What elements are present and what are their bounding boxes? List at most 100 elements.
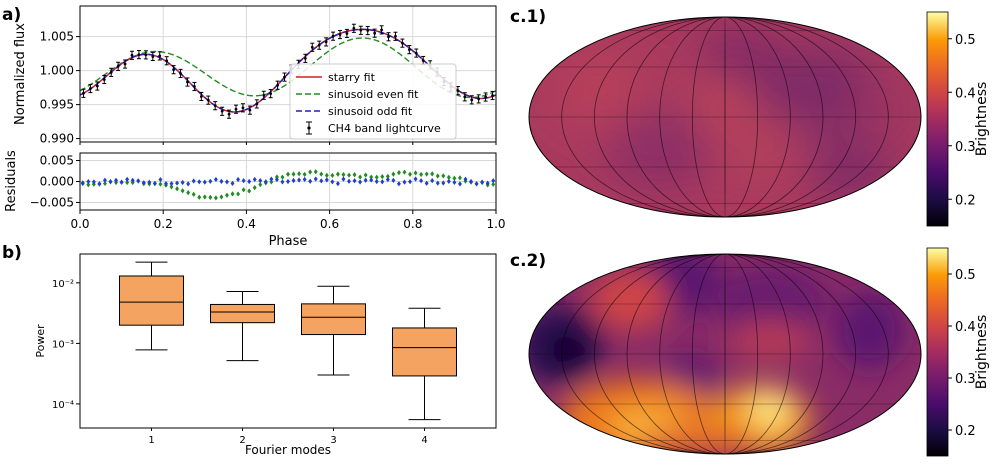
map2-cbtick-label-0: 0.5 bbox=[955, 268, 976, 283]
map2-graticule bbox=[529, 254, 921, 454]
map1-meridian-5 bbox=[691, 17, 759, 217]
data-point-10 bbox=[151, 55, 155, 58]
legend-label-sinusoid-even: sinusoid even fit bbox=[328, 88, 419, 101]
residual-even-22 bbox=[202, 194, 207, 200]
map2-meridian-2 bbox=[593, 254, 857, 454]
data-point-59 bbox=[491, 94, 494, 97]
data-point-19 bbox=[213, 104, 217, 108]
residuals-xtick-label-2: 0.4 bbox=[237, 217, 256, 231]
residual-even-74 bbox=[491, 181, 496, 187]
data-point-47 bbox=[407, 48, 411, 52]
map2-meridian-10 bbox=[593, 254, 857, 454]
residual-odd-36 bbox=[280, 179, 285, 185]
data-point-58 bbox=[484, 95, 487, 99]
residual-odd-71 bbox=[474, 181, 479, 187]
legend-label-sinusoid-odd: sinusoid odd fit bbox=[328, 105, 413, 118]
residual-odd-15 bbox=[164, 180, 168, 187]
lightcurve-panel: 0.990 0.995 1.000 1.005 Normalized flux sta… bbox=[13, 5, 497, 146]
map1-meridian-1 bbox=[561, 17, 889, 217]
data-point-33 bbox=[310, 45, 314, 49]
box-mode-3 bbox=[301, 303, 366, 336]
data-point-12 bbox=[165, 59, 169, 63]
residual-odd-74 bbox=[491, 178, 496, 184]
data-point-44 bbox=[387, 35, 390, 39]
residual-even-66 bbox=[446, 174, 451, 180]
data-point-34 bbox=[317, 43, 321, 47]
residual-odd-28 bbox=[236, 176, 241, 183]
residual-odd-59 bbox=[408, 179, 412, 185]
residual-even-40 bbox=[302, 171, 307, 178]
residual-odd-23 bbox=[208, 178, 213, 184]
residual-even-43 bbox=[319, 171, 324, 177]
residual-odd-5 bbox=[108, 179, 113, 185]
residual-odd-14 bbox=[158, 176, 163, 183]
residuals-ytick-label-1: 0.000 bbox=[40, 175, 74, 189]
residuals-x-ticks: 0.0 0.2 0.4 0.6 0.8 1.0 bbox=[70, 210, 506, 231]
map1: 0.5 0.4 0.3 0.2 Brightness bbox=[528, 11, 990, 227]
residual-even-47 bbox=[341, 172, 346, 178]
residual-odd-34 bbox=[269, 176, 274, 182]
residual-even-49 bbox=[352, 172, 357, 178]
residual-odd-61 bbox=[419, 178, 424, 184]
residual-even-34 bbox=[269, 179, 274, 185]
residual-odd-27 bbox=[230, 180, 235, 187]
residual-odd-9 bbox=[130, 177, 135, 184]
residual-even-50 bbox=[358, 174, 363, 180]
map2-cbtick-label-2: 0.3 bbox=[955, 372, 976, 387]
map2-meridian-3 bbox=[626, 254, 824, 454]
residual-odd-37 bbox=[286, 178, 290, 185]
data-point-25 bbox=[255, 102, 259, 106]
residual-odd-19 bbox=[186, 181, 191, 187]
residual-odd-17 bbox=[175, 180, 180, 186]
data-point-11 bbox=[158, 54, 162, 58]
residual-even-16 bbox=[169, 184, 174, 190]
residual-odd-69 bbox=[463, 176, 468, 182]
data-point-37 bbox=[338, 33, 342, 36]
residual-even-37 bbox=[286, 171, 290, 177]
residual-even-4 bbox=[103, 180, 107, 187]
data-point-9 bbox=[144, 53, 148, 57]
residual-even-46 bbox=[335, 171, 340, 177]
residual-even-38 bbox=[291, 171, 296, 177]
map2-colorbar-ticks: 0.5 0.4 0.3 0.2 bbox=[948, 268, 976, 439]
data-point-32 bbox=[303, 56, 307, 60]
residual-even-64 bbox=[435, 173, 440, 179]
residual-even-25 bbox=[219, 194, 224, 200]
data-point-55 bbox=[463, 95, 467, 99]
residual-odd-35 bbox=[274, 176, 279, 183]
residual-even-54 bbox=[380, 174, 385, 180]
residual-odd-53 bbox=[374, 178, 379, 185]
residual-odd-26 bbox=[225, 179, 229, 185]
panel-label-c1: c.1) bbox=[510, 7, 546, 27]
residuals-ytick-label-0: 0.005 bbox=[40, 154, 74, 168]
residual-odd-12 bbox=[147, 179, 152, 185]
residual-odd-60 bbox=[413, 176, 418, 182]
residual-even-41 bbox=[308, 169, 313, 175]
lightcurve-ytick-label-2: 1.000 bbox=[40, 64, 74, 78]
power-ylabel: Power bbox=[34, 324, 47, 358]
residual-even-62 bbox=[424, 171, 429, 177]
legend-swatch-lightcurve bbox=[306, 121, 312, 135]
residuals-odd-markers bbox=[80, 176, 496, 187]
residual-odd-64 bbox=[435, 180, 440, 186]
residual-even-36 bbox=[280, 174, 285, 180]
residual-even-55 bbox=[385, 173, 390, 179]
map1-meridian-4 bbox=[659, 17, 791, 217]
residuals-xtick-label-0: 0.0 bbox=[70, 217, 89, 231]
residual-odd-2 bbox=[91, 179, 96, 185]
residual-even-60 bbox=[413, 170, 418, 176]
residual-even-67 bbox=[452, 175, 457, 181]
residuals-ylabel: Residuals bbox=[4, 150, 19, 212]
residual-odd-38 bbox=[291, 177, 296, 184]
residual-odd-55 bbox=[385, 176, 390, 183]
residual-odd-39 bbox=[297, 177, 302, 183]
data-point-18 bbox=[206, 98, 210, 102]
residual-even-21 bbox=[197, 194, 202, 200]
data-point-3 bbox=[102, 78, 106, 81]
map1-meridian-11 bbox=[561, 17, 889, 217]
residual-even-20 bbox=[191, 191, 196, 197]
residual-odd-25 bbox=[219, 178, 224, 184]
residual-odd-67 bbox=[452, 179, 457, 186]
data-point-17 bbox=[199, 95, 203, 98]
